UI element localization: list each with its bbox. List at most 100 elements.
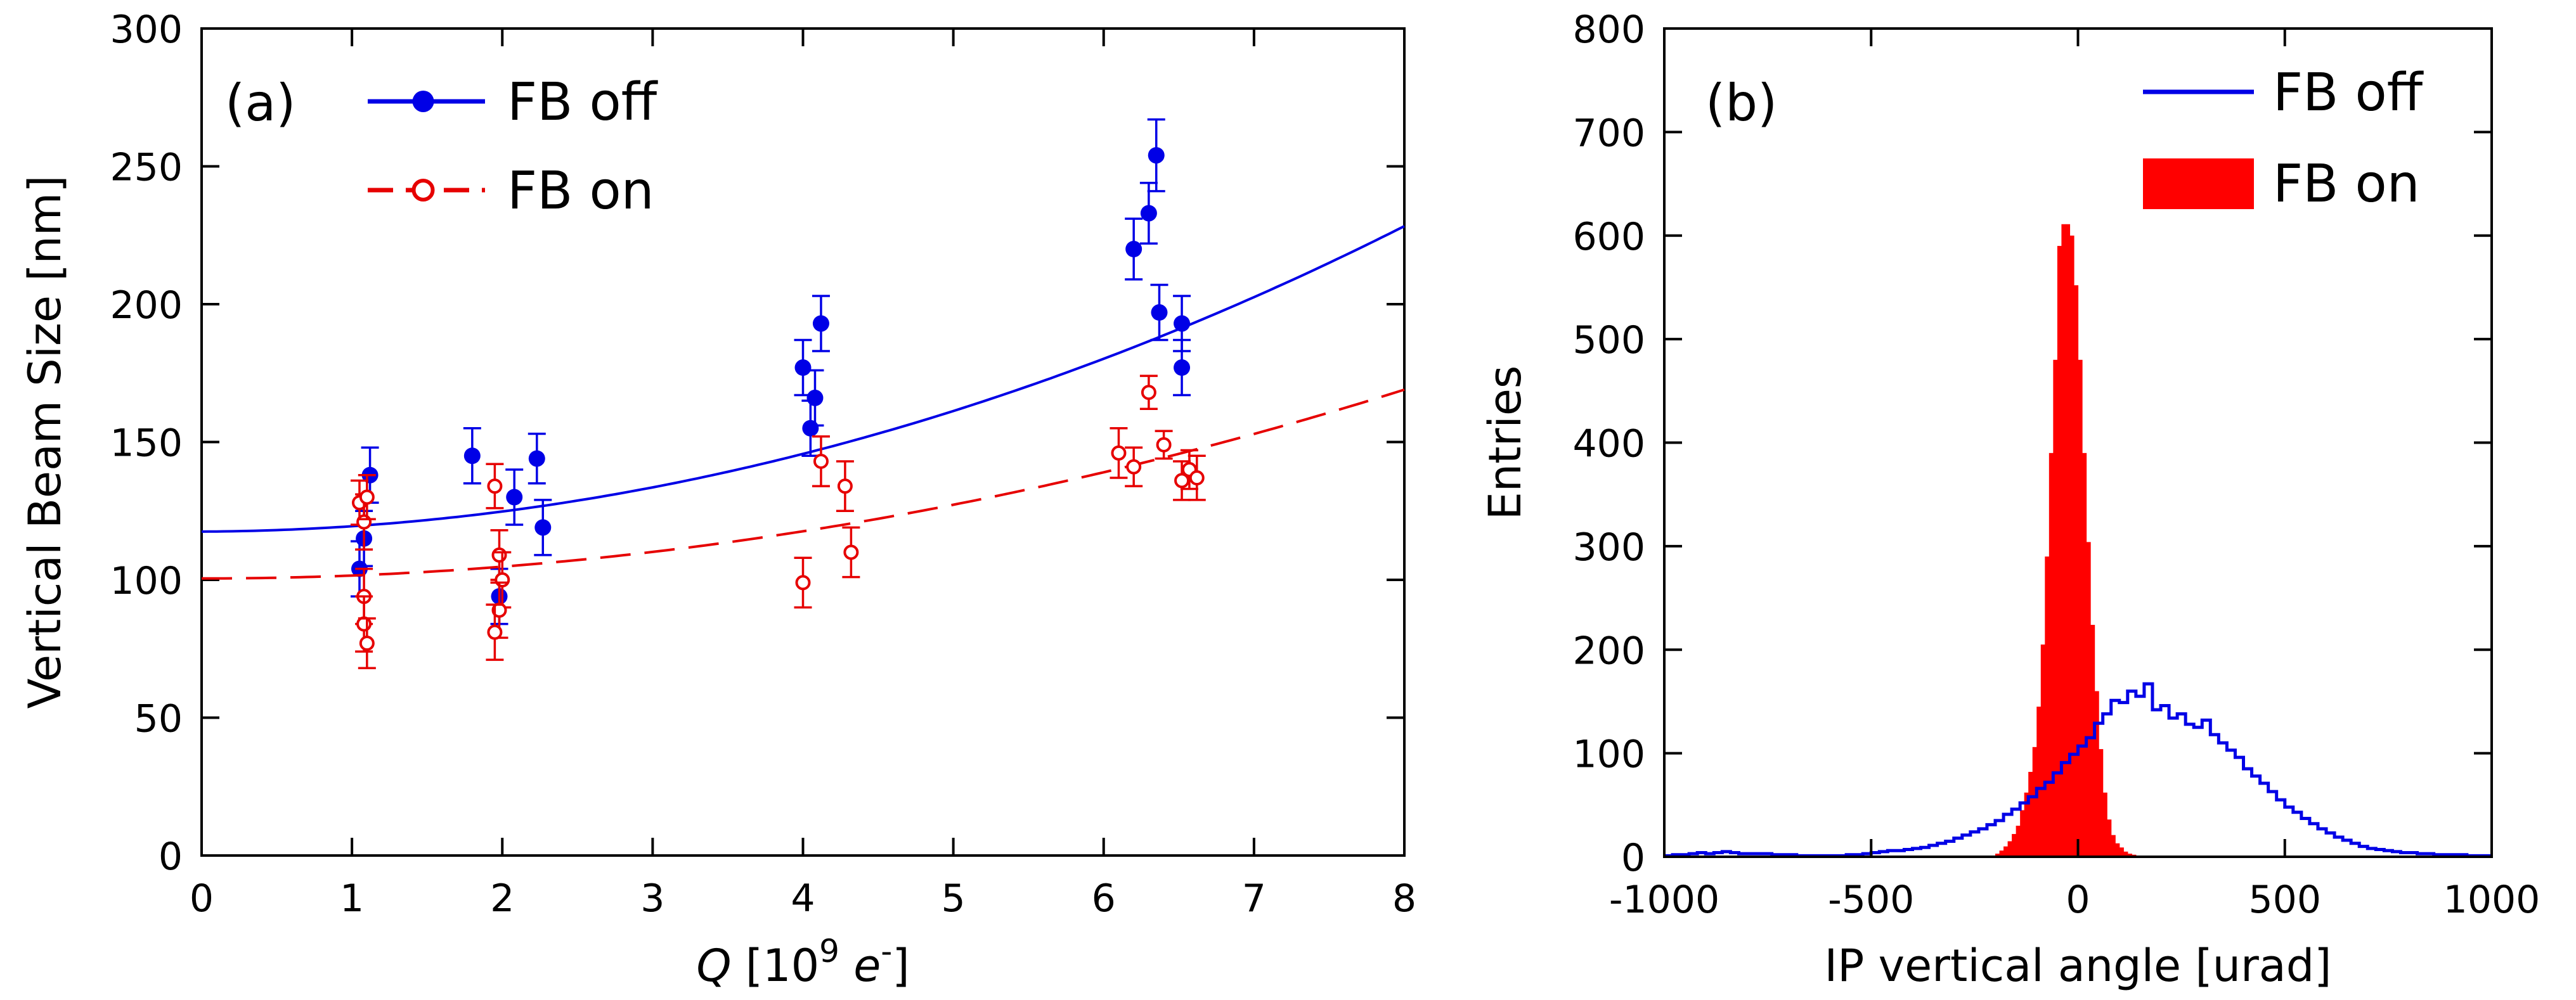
y-tick-label-a: 0 (159, 835, 183, 879)
histogram-bar-fb-on (2020, 810, 2025, 857)
legend-label-fb-off: FB off (507, 72, 659, 132)
fb-on-bars (1995, 224, 2140, 857)
histogram-bar-fb-on (1995, 854, 2000, 857)
legend-label-fb-on: FB on (507, 161, 654, 221)
legend-marker-fb-off (412, 91, 434, 112)
marker-open (359, 489, 375, 505)
data-point-fb-off (1147, 118, 1165, 193)
y-tick-label-b: 0 (1621, 836, 1645, 880)
legend-label-fb-off: FB off (2273, 63, 2424, 123)
legend-swatch-fb-on (2143, 158, 2254, 209)
x-tick-label-a: 8 (1392, 876, 1416, 921)
data-point-fb-on (486, 463, 504, 510)
x-label-variable: Q (696, 940, 731, 992)
panel-label-a: (a) (225, 74, 295, 132)
x-tick-label-a: 5 (942, 876, 966, 921)
data-point-fb-on (486, 603, 504, 661)
y-tick-label-b: 200 (1572, 629, 1645, 673)
marker-open (491, 547, 507, 563)
histogram-bar-fb-on (2102, 792, 2107, 857)
data-point-fb-off (1173, 295, 1191, 352)
x-label-unit-open: [10 (731, 940, 819, 992)
marker-open (813, 453, 829, 469)
marker-open (356, 514, 372, 530)
y-tick-label-a: 50 (134, 697, 183, 741)
x-axis-label-a: Q [109 e-] (696, 933, 909, 992)
y-tick-label-a: 250 (110, 146, 183, 190)
histogram-bar-fb-on (2107, 819, 2112, 857)
histogram-bar-fb-on (2016, 825, 2021, 857)
histogram-bar-fb-on (1999, 850, 2004, 857)
panel-a-beam-size-vs-charge: 0 1 2 3 4 5 6 7 8 0 50 100 150 200 250 300 Vertical Beam… (19, 8, 1416, 992)
marker-open (837, 478, 853, 494)
histogram-bar-fb-on (2082, 452, 2087, 857)
histogram-bar-fb-on (2073, 285, 2079, 857)
histogram-bar-fb-on (2065, 224, 2071, 857)
data-point-fb-on (812, 435, 830, 487)
data-point-fb-on (1188, 454, 1206, 501)
histogram-bar-fb-on (2040, 644, 2045, 857)
histogram-bar-fb-on (2057, 246, 2062, 857)
data-point-fb-on (1125, 446, 1143, 487)
histogram-bar-fb-on (2007, 841, 2012, 857)
data-point-fb-off (801, 399, 820, 457)
histogram-bar-fb-on (2049, 452, 2054, 857)
histogram-bar-fb-on (2090, 625, 2095, 857)
y-tick-label-a: 300 (110, 8, 183, 52)
legend-a: FB off FB on (368, 72, 659, 221)
x-tick-label-a: 2 (490, 876, 514, 921)
x-tick-label-a: 4 (791, 876, 815, 921)
marker-open (843, 544, 859, 560)
y-tick-label-b: 300 (1572, 525, 1645, 570)
data-point-fb-on (1139, 375, 1158, 411)
histogram-bar-fb-on (2024, 792, 2029, 857)
marker-filled (1174, 315, 1191, 332)
histogram-bar-fb-on (2069, 235, 2074, 857)
data-point-fb-on (1110, 427, 1128, 479)
legend-label-fb-on: FB on (2273, 154, 2420, 214)
marker-filled (1174, 359, 1191, 376)
y-tick-label-b: 600 (1572, 215, 1645, 259)
y-axis-label-b: Entries (1479, 366, 1531, 520)
x-tick-label-a: 7 (1242, 876, 1266, 921)
x-label-particle: e (853, 940, 881, 992)
data-point-fb-off (794, 338, 812, 397)
marker-filled (534, 519, 552, 536)
x-tick-label-b: -1000 (1609, 878, 1719, 922)
data-point-fb-off (505, 468, 524, 526)
marker-open (1156, 437, 1172, 452)
marker-open (495, 572, 510, 587)
panel-label-b: (b) (1705, 74, 1777, 132)
data-point-fb-on (490, 529, 508, 581)
y-tick-label-b: 100 (1572, 733, 1645, 777)
data-point-fb-on (1155, 430, 1173, 460)
histogram-bar-fb-on (2045, 556, 2050, 857)
x-label-exponent: 9 (819, 933, 839, 970)
histogram-bar-fb-on (2036, 707, 2042, 857)
histogram-bar-fb-on (2003, 846, 2009, 857)
x-axis-label-b: IP vertical angle [urad] (1825, 940, 2332, 992)
legend-b: FB off FB on (2143, 63, 2424, 214)
x-tick-label-b: 1000 (2443, 878, 2540, 922)
data-point-fb-off (1173, 338, 1191, 397)
marker-filled (802, 420, 819, 437)
marker-open (359, 636, 375, 651)
x-label-unit-close: ] (892, 940, 909, 992)
histogram-bar-fb-on (2115, 843, 2120, 857)
marker-open (1111, 445, 1127, 461)
histogram-bar-fb-on (2053, 359, 2058, 857)
histogram-bar-fb-on (2094, 691, 2099, 857)
series-group-a (201, 118, 1405, 669)
marker-filled (812, 315, 829, 332)
marker-filled (528, 450, 545, 467)
data-point-fb-off (534, 499, 552, 556)
y-tick-label-b: 700 (1572, 111, 1645, 155)
x-tick-label-a: 3 (640, 876, 664, 921)
y-tick-label-a: 200 (110, 283, 183, 328)
data-point-fb-off (1125, 217, 1143, 281)
x-tick-label-b: -500 (1828, 878, 1914, 922)
marker-filled (1151, 304, 1168, 321)
histogram-bar-fb-on (2111, 835, 2116, 857)
histogram-bar-fb-on (2061, 224, 2066, 857)
